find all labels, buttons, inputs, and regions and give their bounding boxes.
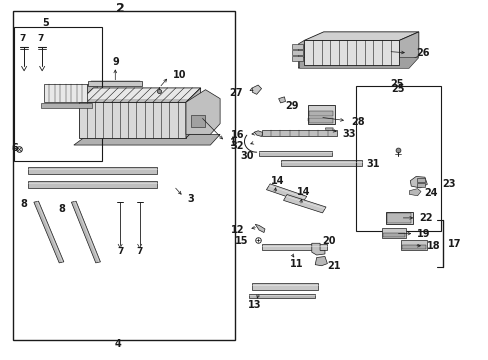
Bar bbox=[291, 56, 302, 62]
Bar bbox=[307, 105, 334, 124]
Text: 14: 14 bbox=[297, 187, 310, 197]
Text: 15: 15 bbox=[234, 236, 248, 246]
Text: 8: 8 bbox=[20, 199, 27, 209]
Polygon shape bbox=[249, 294, 315, 298]
Polygon shape bbox=[27, 181, 157, 188]
Text: 10: 10 bbox=[172, 71, 186, 80]
Polygon shape bbox=[278, 97, 285, 103]
Text: 23: 23 bbox=[441, 179, 454, 189]
Bar bbox=[291, 44, 302, 49]
Text: 1: 1 bbox=[229, 138, 236, 148]
Polygon shape bbox=[281, 160, 361, 166]
Text: 28: 28 bbox=[350, 117, 364, 127]
Bar bbox=[190, 115, 205, 127]
Text: 6: 6 bbox=[11, 143, 18, 153]
Polygon shape bbox=[79, 88, 200, 102]
Text: 7: 7 bbox=[136, 247, 142, 256]
Polygon shape bbox=[71, 201, 100, 263]
Polygon shape bbox=[27, 167, 157, 174]
Bar bbox=[381, 228, 406, 238]
Text: 14: 14 bbox=[270, 176, 284, 186]
Bar bbox=[383, 233, 404, 237]
Bar bbox=[261, 130, 336, 136]
Polygon shape bbox=[409, 176, 427, 188]
Text: 18: 18 bbox=[427, 241, 440, 251]
Bar bbox=[416, 183, 424, 187]
Text: 29: 29 bbox=[285, 101, 298, 111]
Text: 30: 30 bbox=[240, 152, 254, 162]
Text: 22: 22 bbox=[418, 213, 432, 223]
Text: 16: 16 bbox=[230, 130, 244, 140]
Text: 7: 7 bbox=[20, 35, 26, 44]
Bar bbox=[355, 86, 440, 231]
Text: 9: 9 bbox=[113, 57, 120, 67]
Text: 25: 25 bbox=[389, 78, 403, 89]
Bar bbox=[416, 178, 424, 182]
Polygon shape bbox=[255, 224, 264, 233]
Polygon shape bbox=[87, 84, 97, 102]
Bar bbox=[309, 111, 332, 117]
Text: 21: 21 bbox=[327, 261, 340, 271]
Polygon shape bbox=[254, 131, 263, 136]
Bar bbox=[43, 84, 87, 102]
Polygon shape bbox=[311, 243, 325, 255]
Bar bbox=[385, 212, 412, 224]
Bar bbox=[41, 103, 92, 108]
Bar bbox=[386, 213, 410, 222]
Bar bbox=[14, 27, 102, 161]
Text: 7: 7 bbox=[117, 247, 123, 256]
Polygon shape bbox=[259, 151, 331, 157]
Polygon shape bbox=[266, 184, 306, 202]
Text: 3: 3 bbox=[186, 194, 193, 204]
Text: 32: 32 bbox=[229, 141, 243, 151]
Polygon shape bbox=[304, 32, 418, 40]
Text: 2: 2 bbox=[116, 2, 124, 15]
Text: 19: 19 bbox=[416, 229, 430, 239]
Polygon shape bbox=[325, 128, 332, 132]
Polygon shape bbox=[252, 85, 261, 94]
Text: 25: 25 bbox=[390, 84, 404, 94]
Polygon shape bbox=[88, 81, 142, 86]
Text: 31: 31 bbox=[366, 159, 379, 168]
Text: 27: 27 bbox=[229, 88, 243, 98]
Bar bbox=[79, 102, 185, 138]
Polygon shape bbox=[185, 90, 220, 134]
Bar bbox=[400, 240, 427, 251]
Bar bbox=[13, 11, 234, 340]
Bar bbox=[304, 40, 399, 65]
Text: 12: 12 bbox=[230, 225, 244, 235]
Text: 5: 5 bbox=[42, 18, 49, 28]
Polygon shape bbox=[185, 88, 200, 138]
Polygon shape bbox=[399, 32, 418, 65]
Polygon shape bbox=[251, 283, 317, 290]
Polygon shape bbox=[408, 189, 420, 196]
Text: 7: 7 bbox=[38, 35, 44, 44]
Text: 8: 8 bbox=[58, 204, 65, 214]
Text: 26: 26 bbox=[415, 48, 429, 58]
Polygon shape bbox=[299, 58, 418, 68]
Polygon shape bbox=[74, 134, 220, 145]
Polygon shape bbox=[315, 256, 327, 266]
Text: 24: 24 bbox=[423, 188, 437, 198]
Polygon shape bbox=[298, 40, 304, 68]
Polygon shape bbox=[283, 194, 325, 213]
Bar bbox=[309, 118, 332, 123]
Polygon shape bbox=[34, 201, 64, 263]
Text: 20: 20 bbox=[322, 237, 335, 247]
Polygon shape bbox=[261, 244, 327, 251]
Text: 11: 11 bbox=[290, 258, 303, 269]
Text: 13: 13 bbox=[247, 300, 261, 310]
Text: 33: 33 bbox=[341, 129, 355, 139]
Text: 17: 17 bbox=[447, 239, 461, 249]
Bar bbox=[291, 50, 302, 55]
Bar bbox=[401, 245, 425, 249]
Text: 4: 4 bbox=[114, 339, 121, 349]
